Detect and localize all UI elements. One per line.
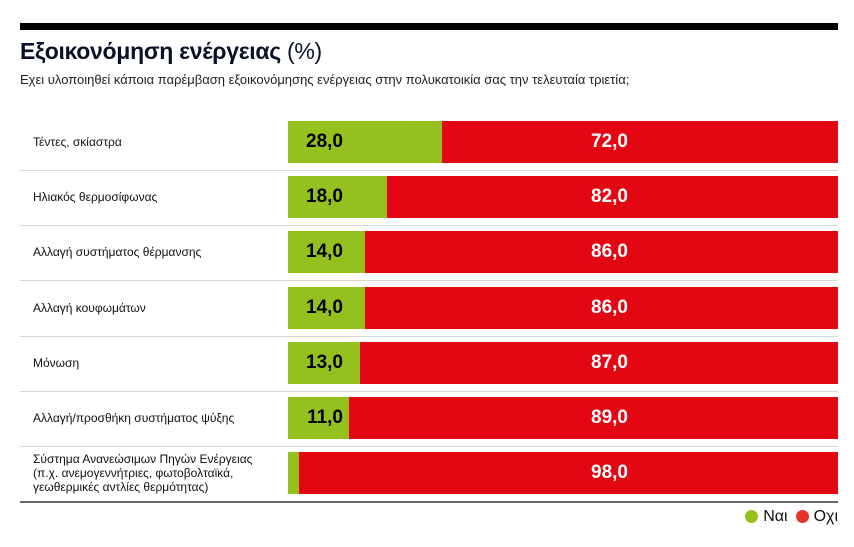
bottom-rule	[20, 501, 838, 503]
bar-segment-yes	[288, 286, 365, 329]
category-label: Αλλαγή συστήματος θέρμανσης	[33, 245, 202, 260]
value-label-no: 72,0	[591, 131, 628, 152]
bar-segment-no	[348, 397, 838, 439]
category-label: Σύστημα Ανανεώσιμων Πηγών Ενέργειας (π.χ.…	[33, 452, 253, 495]
row-separator	[20, 446, 838, 447]
chart-title: Εξοικονόμηση ενέργειας (%)	[20, 38, 322, 64]
bar-segment-yes	[288, 397, 349, 439]
value-label-yes: 28,0	[306, 131, 343, 152]
row-separator	[20, 390, 838, 392]
value-label-yes: 14,0	[306, 241, 343, 263]
row-separator	[20, 335, 838, 337]
bar-segment-no	[299, 452, 838, 495]
category-label: Αλλαγή κουφωμάτων	[33, 300, 146, 315]
bar-segment-yes	[288, 452, 299, 495]
legend-dot-no	[795, 510, 809, 524]
bar-segment-no	[359, 341, 838, 384]
value-label-no: 82,0	[591, 186, 628, 208]
category-label: Αλλαγή/προσθήκη συστήματος ψύξης	[33, 411, 235, 425]
value-label-yes: 18,0	[306, 186, 343, 208]
legend-item-yes: Ναι	[745, 508, 788, 526]
legend: Ναι Οχι	[745, 508, 838, 526]
top-rule	[20, 23, 838, 30]
bar-segment-yes	[288, 231, 365, 274]
row-separator	[20, 170, 838, 171]
chart-subtitle: Εχει υλοποιηθεί κάποια παρέμβαση εξοικον…	[20, 72, 630, 87]
bar-segment-no	[365, 286, 838, 329]
legend-item-no: Οχι	[795, 508, 838, 526]
bar-segment-yes	[288, 176, 387, 219]
bar-segment-yes	[288, 121, 442, 163]
bar-segment-yes	[288, 341, 360, 384]
bar-segment-no	[442, 121, 838, 163]
value-label-no: 86,0	[591, 296, 628, 318]
value-label-no: 86,0	[591, 241, 628, 263]
value-label-yes: 13,0	[306, 351, 343, 373]
row-separator	[20, 225, 838, 227]
row-separator	[20, 280, 838, 282]
category-label: Ηλιακός θερμοσίφωνας	[33, 190, 158, 205]
value-label-yes: 14,0	[306, 296, 343, 318]
bar-segment-no	[365, 231, 838, 274]
bar-segment-no	[387, 176, 838, 219]
legend-dot-yes	[745, 510, 759, 524]
value-label-yes: 11,0	[307, 407, 343, 428]
category-label: Μόνωση	[33, 355, 80, 370]
value-label-no: 98,0	[591, 462, 628, 484]
value-label-no: 87,0	[591, 351, 628, 373]
category-label: Τέντες, σκίαστρα	[33, 135, 122, 149]
value-label-no: 89,0	[591, 407, 628, 428]
